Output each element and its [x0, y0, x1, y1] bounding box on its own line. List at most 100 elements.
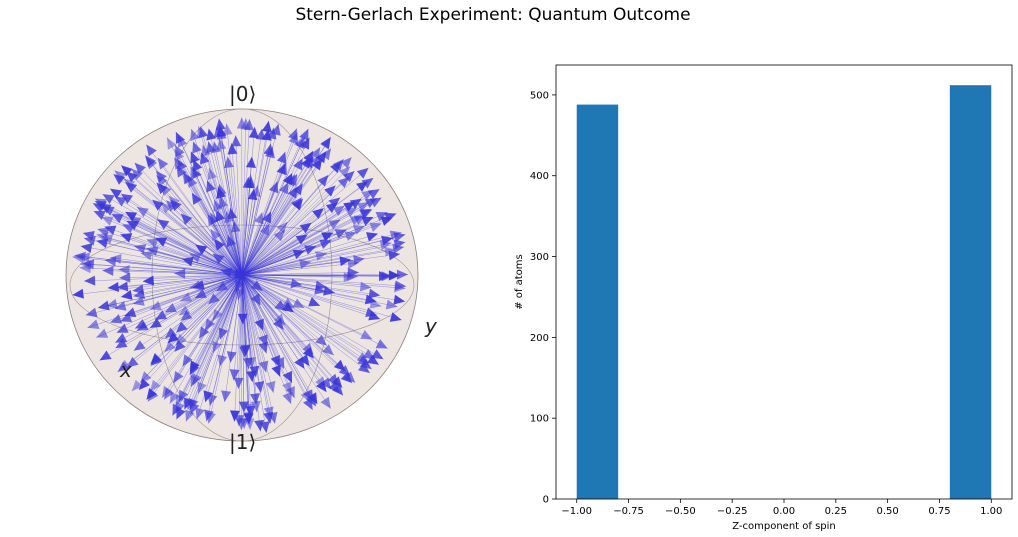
spin-vector-head — [115, 333, 128, 343]
spin-vector-head — [263, 143, 274, 156]
histogram-bars — [576, 85, 992, 500]
spin-vector-head — [332, 383, 344, 396]
spin-vector-head — [250, 280, 263, 291]
spin-vector-head — [237, 313, 248, 325]
spin-vector-head — [366, 232, 379, 242]
spin-vector-head — [160, 202, 173, 214]
spin-vector-head — [243, 413, 254, 425]
spin-vector-shaft — [132, 274, 243, 292]
spin-vector-head — [119, 272, 131, 283]
spin-vector-head — [384, 212, 397, 223]
spin-vector-shaft — [241, 128, 269, 276]
spin-vector-head — [367, 354, 379, 365]
spin-vector-head — [236, 117, 247, 129]
spin-vector-head — [282, 391, 292, 404]
spin-vector-head — [223, 156, 234, 169]
spin-vector-shaft — [180, 274, 243, 321]
spin-vector-head — [190, 151, 200, 164]
spin-vector-head — [320, 396, 331, 409]
spin-vector-shaft — [97, 274, 243, 309]
spin-vector-shaft — [114, 170, 243, 276]
spin-vector-shaft — [241, 262, 360, 276]
spin-vector-shaft — [241, 177, 374, 276]
spin-vector-head — [152, 199, 164, 211]
spin-vector-shaft — [241, 274, 402, 321]
spin-vector-head — [109, 188, 122, 199]
spin-vector-shaft — [241, 176, 249, 276]
x-axis-title: Z-component of spin — [732, 521, 836, 532]
spin-vector-head — [364, 198, 377, 209]
spin-vector-head — [389, 270, 401, 281]
spin-vector-shaft — [156, 174, 243, 276]
spin-vector-shaft — [142, 274, 243, 282]
spin-vector-head — [288, 128, 298, 141]
spin-vector-head — [150, 379, 161, 392]
spin-vector-shaft — [169, 274, 243, 404]
spin-vector-shaft — [241, 274, 344, 396]
spin-vector-head — [99, 350, 112, 361]
spin-vector-head — [324, 185, 336, 197]
spin-vector-shaft — [124, 211, 243, 276]
spin-vector-head — [338, 166, 351, 178]
spin-vector-shaft — [241, 219, 341, 276]
spin-vector-shaft — [241, 272, 359, 276]
spin-vector-head — [340, 157, 352, 169]
spin-vector-head — [333, 359, 346, 371]
spin-vector-head — [133, 340, 146, 351]
spin-vector-head — [248, 126, 259, 139]
plot-frame — [555, 64, 1013, 500]
spin-vector-head — [79, 263, 91, 274]
spin-vector-shaft — [79, 267, 243, 276]
spin-vector-shaft — [241, 241, 406, 276]
spin-vector-head — [312, 208, 324, 220]
spin-vector-shaft — [175, 274, 243, 406]
spin-vector-shaft — [241, 274, 327, 393]
spin-vector-shaft — [241, 274, 292, 405]
spin-vector-shaft — [241, 237, 394, 276]
spin-vector-head — [72, 253, 84, 263]
spin-vector-shaft — [241, 274, 310, 367]
spin-vector-head — [83, 235, 96, 246]
spin-vector-shaft — [146, 239, 243, 276]
spin-vector-shaft — [146, 274, 243, 400]
spin-vector-shaft — [85, 274, 243, 316]
spin-vector-head — [96, 238, 109, 249]
spin-vector-shaft — [241, 181, 278, 276]
spin-vector-head — [330, 161, 342, 174]
spin-vector-head — [201, 144, 211, 157]
spin-vector-shaft — [192, 274, 243, 386]
spin-vector-head — [258, 360, 269, 373]
spin-vector-shaft — [241, 274, 267, 373]
spin-vector-head — [337, 176, 350, 188]
spin-vector-shaft — [241, 274, 372, 288]
spin-vector-shaft — [119, 274, 243, 322]
spin-vector-shaft — [184, 274, 243, 410]
spin-vector-shaft — [164, 274, 243, 313]
spin-vector-head — [270, 355, 280, 368]
spin-vector-head — [310, 147, 321, 160]
spin-vector-head — [273, 229, 285, 242]
spin-vector-shaft — [241, 274, 276, 424]
x-tick-label: −0.50 — [665, 506, 696, 517]
spin-vector-shaft — [241, 274, 267, 433]
spin-vector-head — [325, 202, 338, 214]
spin-vector-shaft — [175, 274, 243, 333]
spin-vector-head — [320, 137, 331, 150]
spin-vector-shaft — [241, 215, 366, 276]
spin-vector-shaft — [175, 274, 243, 414]
spin-vector-head — [379, 240, 392, 251]
spin-vector-shaft — [157, 157, 243, 276]
spin-vector-head — [85, 307, 98, 318]
spin-vector-head — [316, 380, 327, 393]
spin-vector-head — [84, 275, 96, 286]
spin-vector-shaft — [241, 127, 275, 276]
spin-vector-head — [175, 145, 185, 158]
spin-vector-shaft — [241, 274, 406, 289]
spin-vector-shaft — [231, 143, 243, 276]
spin-vector-head — [168, 195, 180, 208]
x-axis-label: x — [119, 358, 132, 382]
spin-vector-shaft — [202, 144, 243, 276]
spin-vector-head — [358, 362, 370, 373]
spin-vector-head — [268, 181, 279, 194]
